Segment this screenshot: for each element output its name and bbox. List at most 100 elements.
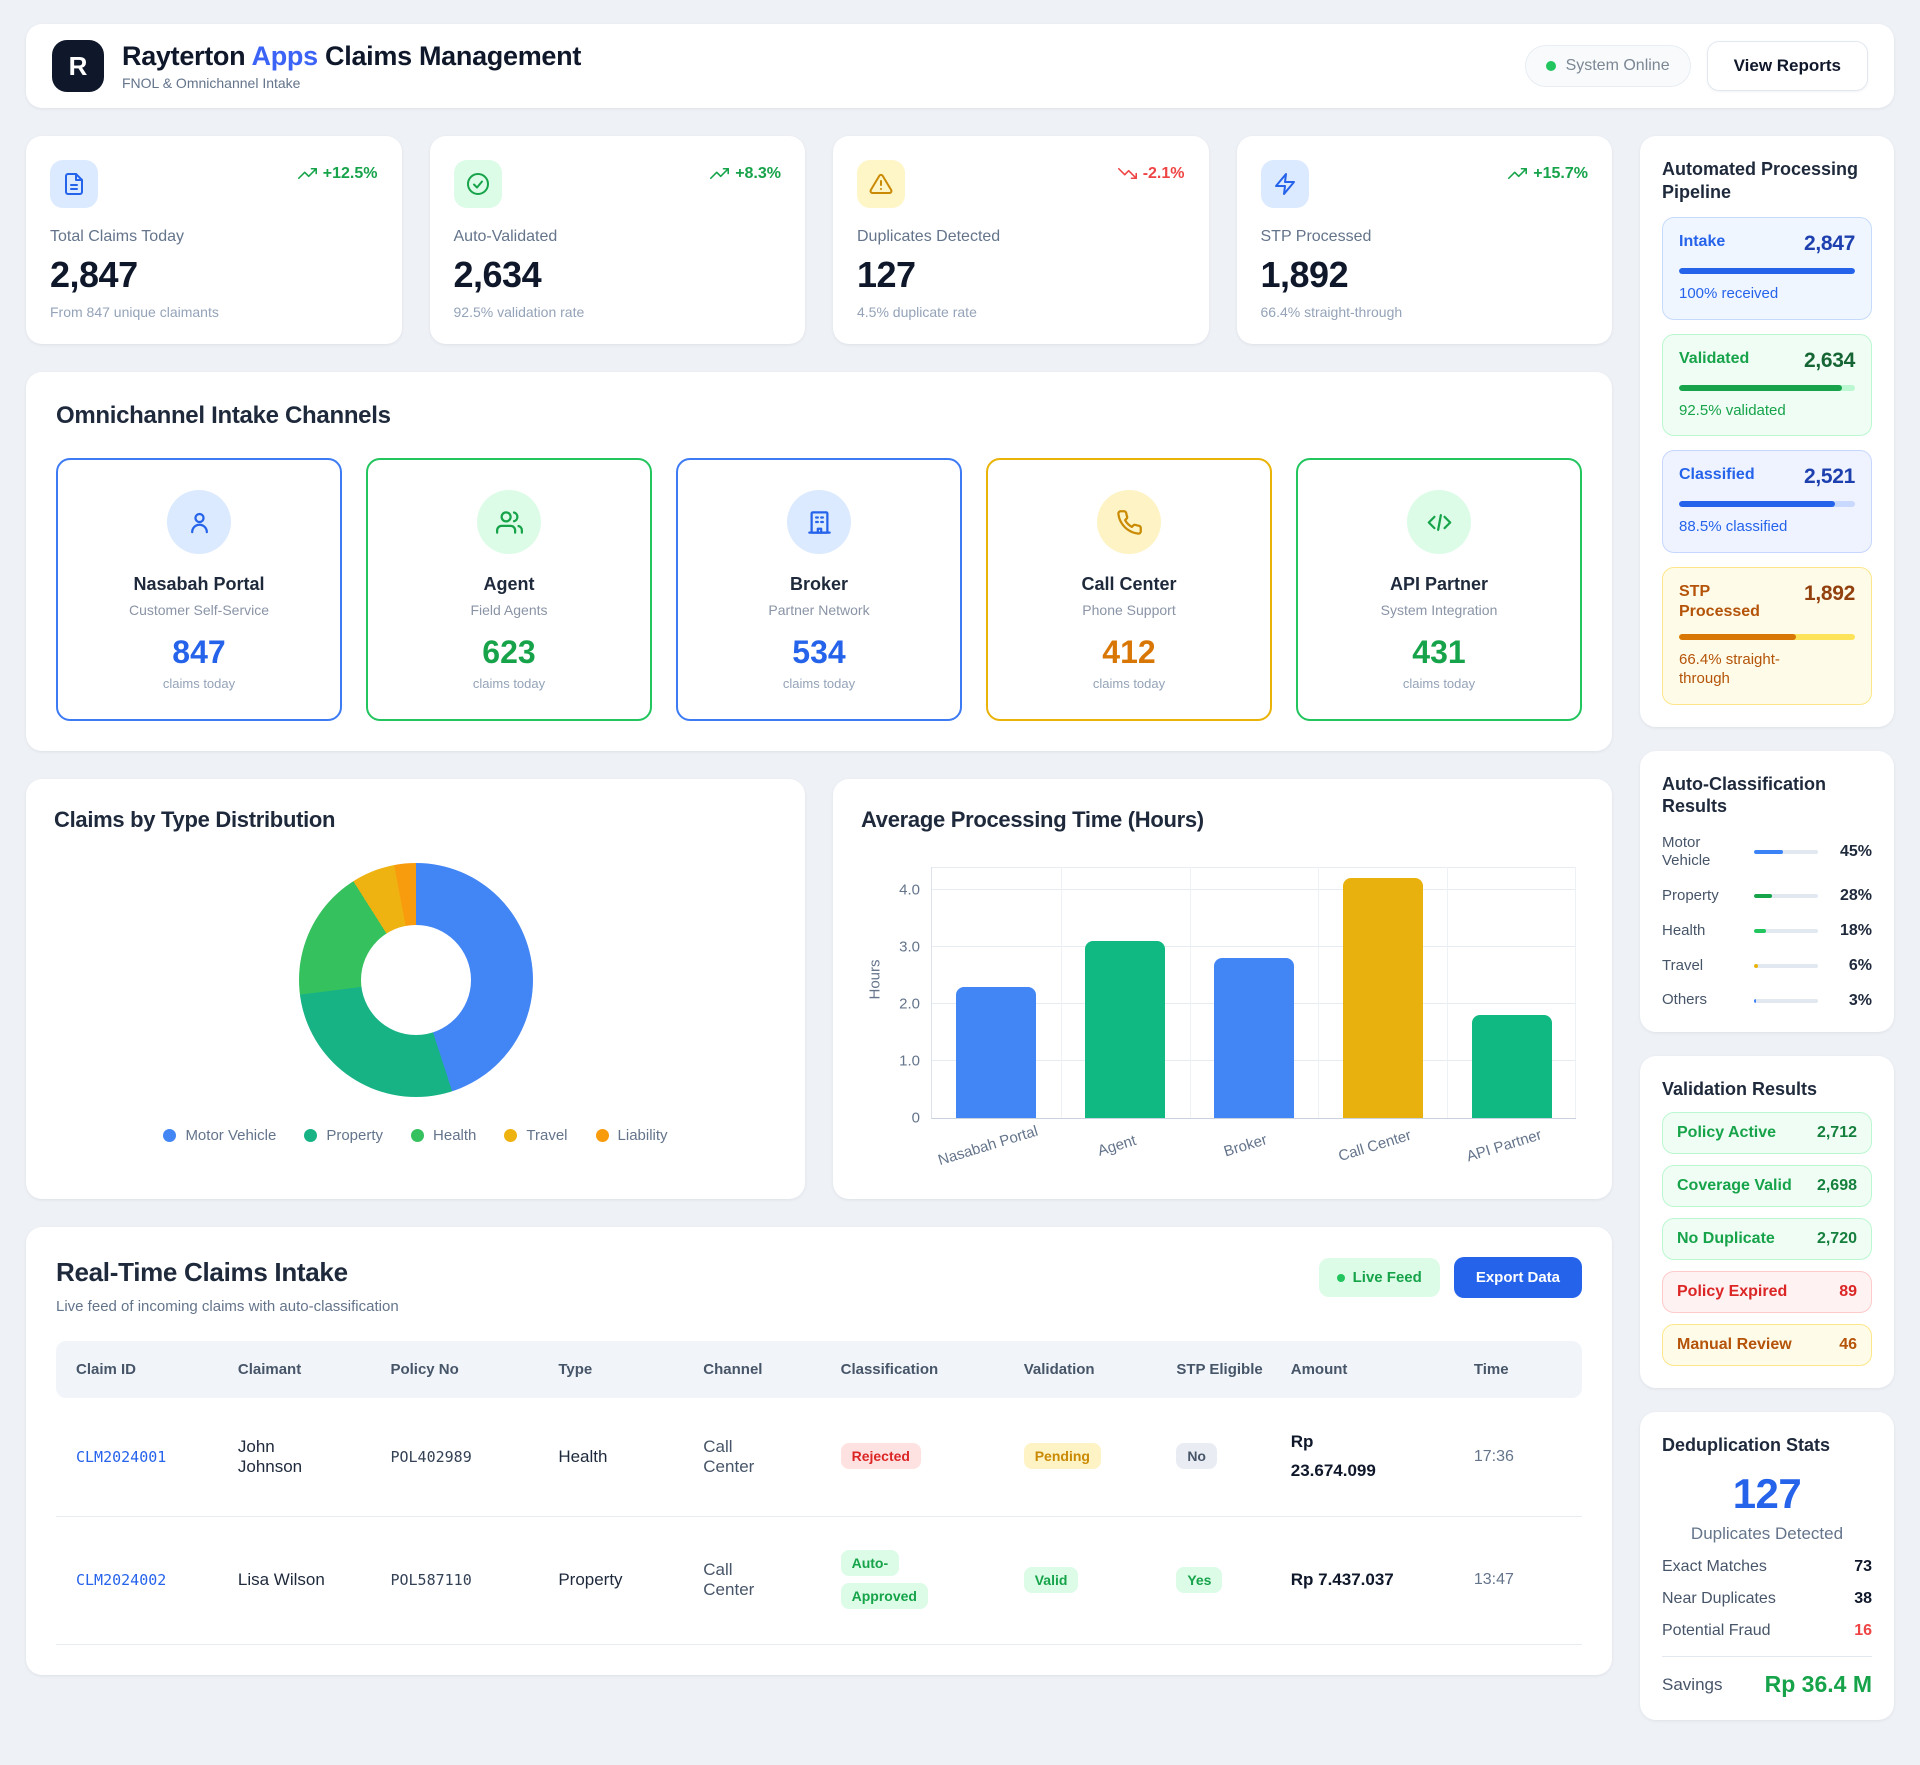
delta-badge: +12.5% (297, 164, 378, 183)
logo-letter: R (68, 50, 88, 81)
stats-row: +12.5% Total Claims Today 2,847 From 847… (26, 136, 1612, 344)
validation-item-policy-expired: Policy Expired 89 (1662, 1270, 1872, 1313)
claim-time: 17:36 (1459, 1398, 1582, 1517)
trending-up-icon (297, 167, 317, 180)
online-dot-icon (1545, 61, 1556, 71)
donut-hole (360, 925, 471, 1035)
claimant-name: John Johnson (237, 1436, 303, 1476)
channels-title: Omnichannel Intake Channels (56, 402, 391, 429)
stat-card-stp-processed: +15.7% STP Processed 1,892 66.4% straigh… (1236, 136, 1612, 344)
y-tick: 2.0 (899, 995, 920, 1013)
bar-agent (1085, 941, 1166, 1118)
claims-type-chart-card: Claims by Type Distribution Motor Vehicl… (26, 779, 805, 1199)
legend-item: Travel (504, 1127, 568, 1144)
stat-subtext: 66.4% straight-through (1260, 304, 1403, 320)
stat-card-total-claims: +12.5% Total Claims Today 2,847 From 847… (26, 136, 402, 344)
bar-api-partner (1471, 1015, 1552, 1118)
stp-eligible-badge: No (1176, 1443, 1217, 1470)
legend-item: Property (304, 1127, 383, 1144)
stat-label: STP Processed (1260, 228, 1372, 245)
col-claim-id: Claim ID (56, 1341, 224, 1398)
header-actions: System Online View Reports (1524, 41, 1868, 91)
col-stp-eligible: STP Eligible (1162, 1341, 1277, 1398)
validation-item-manual-review: Manual Review 46 (1662, 1323, 1872, 1366)
legend-dot-motor-vehicle (163, 1129, 177, 1142)
legend-dot-property (304, 1129, 318, 1142)
brand: R Rayterton Apps Claims Management FNOL … (52, 40, 581, 92)
legend-item: Health (411, 1127, 476, 1144)
col-policy-no: Policy No (376, 1341, 545, 1398)
bar-chart-title: Average Processing Time (Hours) (861, 807, 1204, 832)
pipeline-card: Automated Processing Pipeline Intake 2,84… (1640, 136, 1894, 727)
file-text-icon (50, 160, 98, 208)
claim-type: Property (544, 1516, 690, 1645)
mini-progress (1754, 894, 1818, 899)
building-icon (787, 490, 851, 554)
validation-title: Validation Results (1662, 1079, 1818, 1099)
mini-progress (1754, 929, 1818, 934)
stat-label: Total Claims Today (50, 228, 184, 245)
y-tick: 4.0 (899, 881, 920, 899)
delta-badge: +15.7% (1508, 164, 1588, 183)
stat-subtext: 4.5% duplicate rate (857, 304, 977, 320)
plot-area: 0 1.0 2.0 3.0 4.0 (899, 867, 1576, 1127)
brand-text: Rayterton Apps Claims Management FNOL & … (122, 41, 581, 91)
pipeline-stage-intake: Intake 2,847 100% received (1662, 217, 1872, 320)
realtime-intake-section: Real-Time Claims Intake Live feed of inc… (26, 1227, 1612, 1675)
pipeline-stage-classified: Classified 2,521 88.5% classified (1662, 450, 1872, 553)
view-reports-button[interactable]: View Reports (1706, 41, 1868, 91)
export-data-button[interactable]: Export Data (1453, 1257, 1582, 1298)
stat-value: 127 (857, 254, 916, 295)
table-header: Claim ID Claimant Policy No Type Channel… (56, 1341, 1582, 1398)
validation-results-card: Validation Results Policy Active 2,712 Co… (1640, 1056, 1894, 1388)
col-classification: Classification (826, 1341, 1010, 1398)
right-sidebar: Automated Processing Pipeline Intake 2,84… (1640, 136, 1894, 1744)
zap-icon (1260, 160, 1309, 208)
intake-subtitle: Live feed of incoming claims with auto-c… (56, 1298, 399, 1315)
intake-title: Real-Time Claims Intake (56, 1257, 348, 1287)
mini-progress (1754, 963, 1818, 968)
policy-number: POL402989 (376, 1398, 545, 1517)
validation-item-coverage-valid: Coverage Valid 2,698 (1662, 1164, 1872, 1207)
stat-subtext: From 847 unique claimants (50, 304, 219, 320)
progress-bar (1679, 501, 1855, 507)
policy-number: POL587110 (376, 1516, 545, 1645)
code-icon (1407, 490, 1471, 554)
claims-table: Claim ID Claimant Policy No Type Channel… (56, 1341, 1582, 1645)
legend-dot-health (411, 1129, 425, 1142)
stat-subtext: 92.5% validation rate (453, 304, 585, 320)
users-icon (477, 490, 541, 554)
claim-channel: Call Center (703, 1436, 755, 1476)
pipeline-stage-stp: STP Processed 1,892 66.4% straight-throug… (1662, 566, 1872, 705)
processing-time-chart-card: Average Processing Time (Hours) Hours (833, 779, 1612, 1199)
page-title: Rayterton Apps Claims Management (122, 41, 582, 71)
progress-bar (1679, 633, 1855, 640)
channel-card-nasabah-portal: Nasabah Portal Customer Self-Service 847… (56, 458, 342, 721)
channel-card-api-partner: API Partner System Integration 431 claim… (1296, 458, 1582, 721)
savings-row: Savings Rp 36.4 M (1662, 1671, 1872, 1697)
main-content: +12.5% Total Claims Today 2,847 From 847… (26, 136, 1612, 1675)
omnichannel-section: Omnichannel Intake Channels Nasabah Port… (26, 372, 1612, 751)
claim-id-link[interactable]: CLM2024001 (56, 1398, 224, 1517)
delta-badge: +8.3% (710, 164, 781, 183)
col-validation: Validation (1009, 1341, 1163, 1398)
claim-id-link[interactable]: CLM2024002 (56, 1516, 224, 1645)
mini-progress (1754, 850, 1818, 855)
legend-dot-travel (504, 1129, 518, 1142)
claim-time: 13:47 (1459, 1516, 1582, 1645)
check-circle-icon (453, 160, 502, 208)
validation-badge: Valid (1023, 1566, 1079, 1593)
app-header: R Rayterton Apps Claims Management FNOL … (26, 24, 1894, 108)
channel-card-agent: Agent Field Agents 623 claims today (366, 458, 652, 721)
dedup-row: Potential Fraud 16 (1662, 1622, 1872, 1639)
delta-badge: -2.1% (1117, 164, 1185, 183)
dedup-title: Deduplication Stats (1662, 1434, 1831, 1455)
donut-chart-title: Claims by Type Distribution (54, 807, 336, 832)
brand-accent: Apps (251, 41, 319, 71)
claim-amount: Rp 7.437.037 (1290, 1569, 1394, 1589)
alert-triangle-icon (857, 160, 905, 208)
classification-title: Auto-Classification Results (1662, 773, 1827, 817)
pipeline-stage-validated: Validated 2,634 92.5% validated (1662, 333, 1872, 436)
legend-item: Motor Vehicle (163, 1127, 276, 1144)
